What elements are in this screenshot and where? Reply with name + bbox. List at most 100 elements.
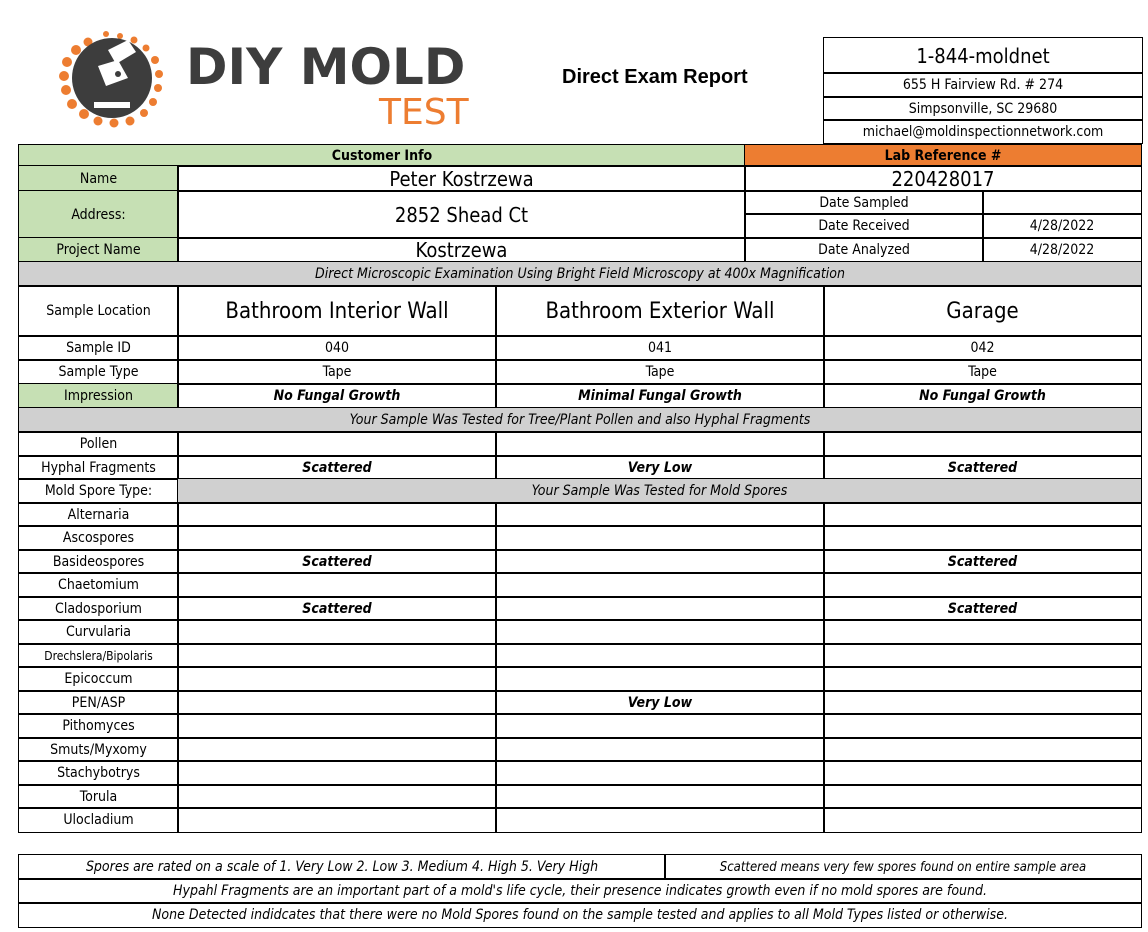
basideospores-sample-3: Scattered — [823, 549, 1142, 574]
hyphal-fragments-sample-2: Very Low — [495, 455, 825, 480]
scattered-note: Scattered means very few spores found on… — [664, 854, 1142, 880]
ulocladium-label: Ulocladium — [18, 807, 179, 833]
contact-address-line1: 655 H Fairview Rd. # 274 — [823, 72, 1143, 98]
alternaria-sample-2 — [495, 502, 825, 527]
hyphal-fragments-sample-1: Scattered — [177, 455, 497, 480]
sample-type-3: Tape — [823, 359, 1142, 385]
sample-type-1: Tape — [177, 359, 497, 385]
sample-location-1: Bathroom Interior Wall — [177, 285, 497, 337]
basideospores-sample-1: Scattered — [177, 549, 497, 574]
contact-address-line2: Simpsonville, SC 29680 — [823, 96, 1143, 121]
ascospores-label: Ascospores — [18, 525, 179, 551]
smuts-myxomy-sample-2 — [495, 737, 825, 762]
curvularia-sample-2 — [495, 619, 825, 645]
hyphal-fragments-label: Hyphal Fragments — [18, 455, 179, 480]
date-analyzed-label: Date Analyzed — [744, 237, 984, 263]
drechslera-bipolaris-sample-1 — [177, 643, 497, 668]
mold-spore-type-label: Mold Spore Type: — [18, 478, 179, 504]
pithomyces-sample-3 — [823, 713, 1142, 739]
drechslera-bipolaris-sample-2 — [495, 643, 825, 668]
date-sampled-label: Date Sampled — [744, 190, 984, 215]
torula-label: Torula — [18, 784, 179, 809]
torula-sample-3 — [823, 784, 1142, 809]
project-name-label: Project Name — [18, 237, 179, 263]
ascospores-sample-2 — [495, 525, 825, 551]
impression-label: Impression — [18, 383, 179, 409]
pen-asp-sample-2: Very Low — [495, 690, 825, 715]
stachybotrys-sample-2 — [495, 760, 825, 786]
sample-id-3: 042 — [823, 335, 1142, 361]
none-detected-note: None Detected indidcates that there were… — [18, 902, 1142, 928]
sample-location-2: Bathroom Exterior Wall — [495, 285, 825, 337]
pollen-sample-2 — [495, 431, 825, 457]
date-received-label: Date Received — [744, 213, 984, 239]
alternaria-sample-1 — [177, 502, 497, 527]
contact-email: michael@moldinspectionnetwork.com — [823, 119, 1143, 144]
ulocladium-sample-1 — [177, 807, 497, 833]
smuts-myxomy-sample-3 — [823, 737, 1142, 762]
epicoccum-sample-3 — [823, 666, 1142, 692]
chaetomium-sample-1 — [177, 572, 497, 598]
report-title: Direct Exam Report — [562, 66, 748, 88]
pithomyces-label: Pithomyces — [18, 713, 179, 739]
curvularia-sample-3 — [823, 619, 1142, 645]
address-label: Address: — [18, 190, 179, 239]
ascospores-sample-1 — [177, 525, 497, 551]
alternaria-label: Alternaria — [18, 502, 179, 527]
sample-location-3: Garage — [823, 285, 1142, 337]
sample-id-2: 041 — [495, 335, 825, 361]
ascospores-sample-3 — [823, 525, 1142, 551]
mold-spores-banner: Your Sample Was Tested for Mold Spores — [177, 478, 1142, 504]
curvularia-label: Curvularia — [18, 619, 179, 645]
customer-info-header: Customer Info — [18, 144, 746, 167]
alternaria-sample-3 — [823, 502, 1142, 527]
drechslera-bipolaris-label: Drechslera/Bipolaris — [18, 643, 179, 668]
stachybotrys-sample-3 — [823, 760, 1142, 786]
basideospores-label: Basideospores — [18, 549, 179, 574]
impression-3: No Fungal Growth — [823, 383, 1142, 409]
pollen-label: Pollen — [18, 431, 179, 457]
date-analyzed-value: 4/28/2022 — [982, 237, 1142, 263]
pollen-banner: Your Sample Was Tested for Tree/Plant Po… — [18, 407, 1142, 433]
basideospores-sample-2 — [495, 549, 825, 574]
hyphal-note: Hypahl Fragments are an important part o… — [18, 878, 1142, 904]
lab-reference-header: Lab Reference # — [744, 144, 1142, 167]
epicoccum-sample-1 — [177, 666, 497, 692]
chaetomium-sample-2 — [495, 572, 825, 598]
contact-phone: 1-844-moldnet — [823, 37, 1143, 74]
sample-id-1: 040 — [177, 335, 497, 361]
pen-asp-sample-1 — [177, 690, 497, 715]
chaetomium-label: Chaetomium — [18, 572, 179, 598]
sample-type-label: Sample Type — [18, 359, 179, 385]
stachybotrys-sample-1 — [177, 760, 497, 786]
ulocladium-sample-2 — [495, 807, 825, 833]
date-received-value: 4/28/2022 — [982, 213, 1142, 239]
sample-type-2: Tape — [495, 359, 825, 385]
epicoccum-sample-2 — [495, 666, 825, 692]
hyphal-fragments-sample-3: Scattered — [823, 455, 1142, 480]
pollen-sample-3 — [823, 431, 1142, 457]
method-banner: Direct Microscopic Examination Using Bri… — [18, 261, 1142, 287]
pithomyces-sample-1 — [177, 713, 497, 739]
pen-asp-label: PEN/ASP — [18, 690, 179, 715]
pithomyces-sample-2 — [495, 713, 825, 739]
ulocladium-sample-3 — [823, 807, 1142, 833]
sample-id-label: Sample ID — [18, 335, 179, 361]
curvularia-sample-1 — [177, 619, 497, 645]
pollen-sample-1 — [177, 431, 497, 457]
epicoccum-label: Epicoccum — [18, 666, 179, 692]
cladosporium-sample-3: Scattered — [823, 596, 1142, 621]
date-sampled-value — [982, 190, 1142, 215]
chaetomium-sample-3 — [823, 572, 1142, 598]
cladosporium-sample-2 — [495, 596, 825, 621]
torula-sample-1 — [177, 784, 497, 809]
smuts-myxomy-sample-1 — [177, 737, 497, 762]
stachybotrys-label: Stachybotrys — [18, 760, 179, 786]
cladosporium-label: Cladosporium — [18, 596, 179, 621]
impression-2: Minimal Fungal Growth — [495, 383, 825, 409]
diy-mold-test-logo: DIY MOLD TEST — [36, 22, 496, 133]
smuts-myxomy-label: Smuts/Myxomy — [18, 737, 179, 762]
torula-sample-2 — [495, 784, 825, 809]
impression-1: No Fungal Growth — [177, 383, 497, 409]
pen-asp-sample-3 — [823, 690, 1142, 715]
